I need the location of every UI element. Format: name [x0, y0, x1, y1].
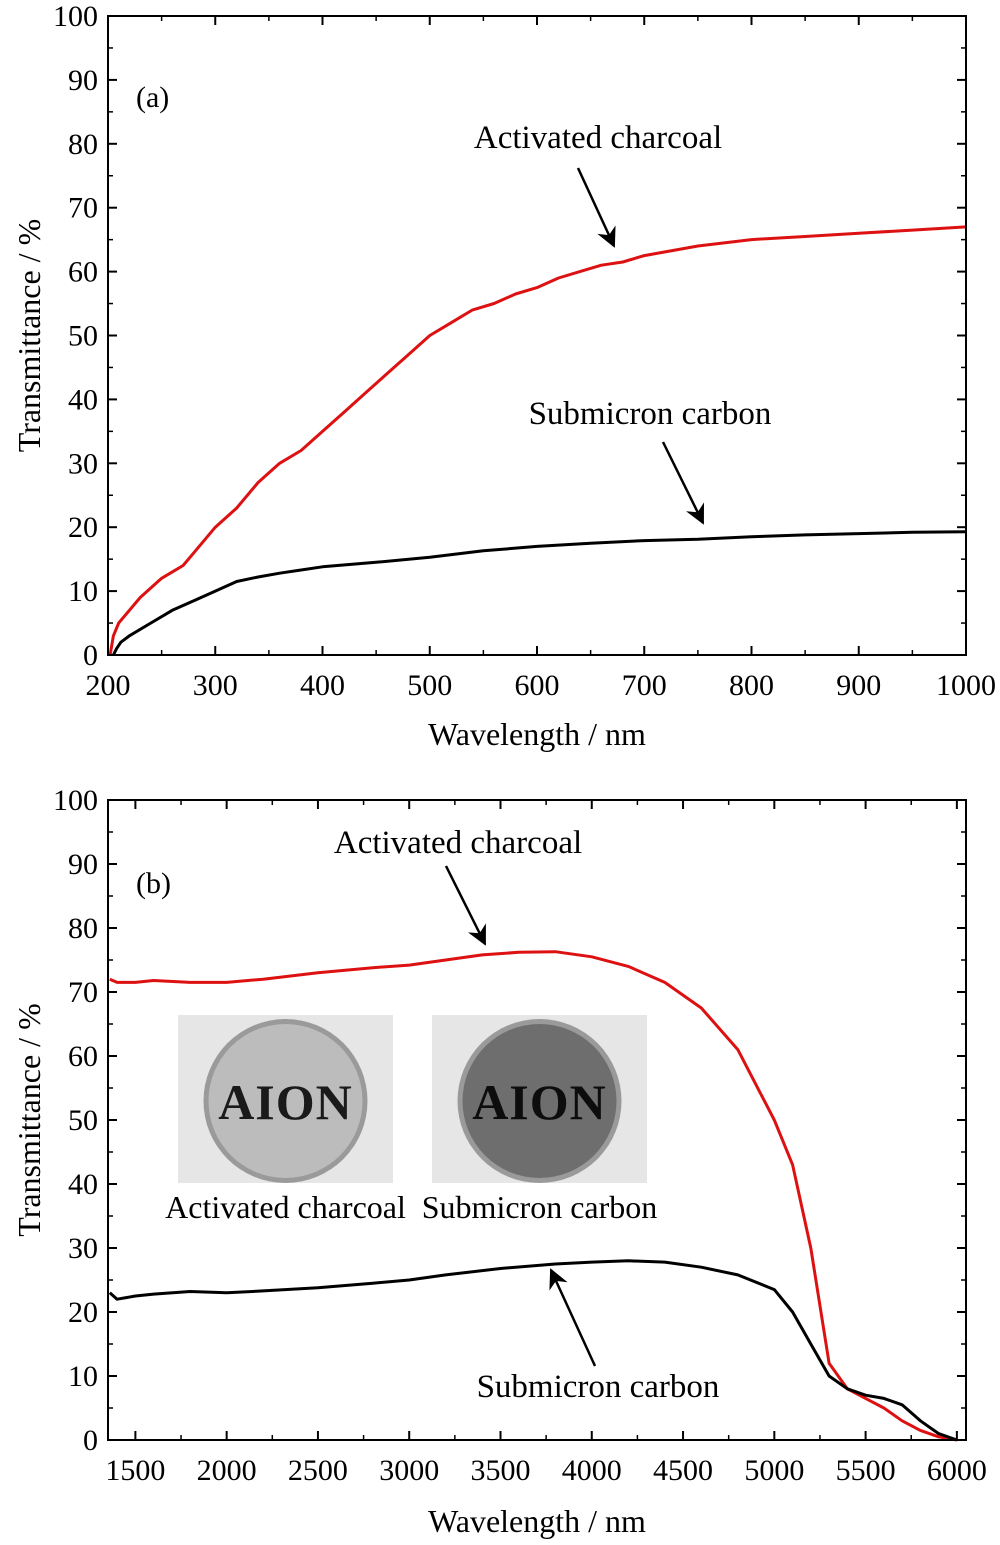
y-tick-label: 10: [68, 575, 98, 608]
inset-caption: Activated charcoal: [165, 1189, 406, 1225]
y-tick-label: 0: [83, 1424, 98, 1457]
y-tick-label: 80: [68, 128, 98, 161]
x-tick-label: 3000: [379, 1454, 439, 1487]
y-tick-label: 70: [68, 976, 98, 1009]
x-tick-label: 800: [729, 669, 774, 702]
x-tick-label: 500: [407, 669, 452, 702]
series-line-activated-charcoal: [109, 950, 958, 1442]
x-tick-label: 2500: [288, 1454, 348, 1487]
annotation-label: Submicron carbon: [477, 1369, 720, 1405]
x-tick-label: 400: [300, 669, 345, 702]
annotation-label: Submicron carbon: [529, 396, 772, 432]
y-tick-label: 70: [68, 192, 98, 225]
x-tick-label: 1500: [105, 1454, 165, 1487]
y-tick-label: 30: [68, 447, 98, 480]
y-axis-title: Transmittance / %: [11, 1003, 47, 1236]
y-axis-title: Transmittance / %: [11, 219, 47, 452]
x-tick-label: 6000: [927, 1454, 987, 1487]
y-tick-label: 0: [83, 639, 98, 672]
y-tick-label: 50: [68, 320, 98, 353]
y-tick-label: 40: [68, 1168, 98, 1201]
annotation-arrow: [576, 167, 616, 248]
y-tick-label: 80: [68, 912, 98, 945]
x-tick-label: 4000: [562, 1454, 622, 1487]
y-tick-label: 60: [68, 1040, 98, 1073]
y-tick-label: 90: [68, 64, 98, 97]
y-tick-label: 60: [68, 256, 98, 289]
inset-caption: Submicron carbon: [422, 1189, 658, 1225]
series-line-submicron-carbon: [108, 1259, 958, 1442]
plot-frame: [107, 15, 967, 656]
x-tick-label: 5500: [836, 1454, 896, 1487]
annotation-arrow: [661, 441, 705, 525]
x-tick-label: 900: [836, 669, 881, 702]
x-tick-label: 3500: [470, 1454, 530, 1487]
inset-disc: [462, 1024, 617, 1178]
panel-a: 0 10 20 30 40 50 60 70 80 90 100 200 300 400 500 600 700…: [11, 0, 996, 752]
annotation-label: Activated charcoal: [474, 120, 722, 156]
y-tick-label: 30: [68, 1232, 98, 1265]
inset-photo-text: AION: [218, 1074, 353, 1130]
y-tick-label: 20: [68, 511, 98, 544]
x-tick-label: 300: [193, 669, 238, 702]
y-tick-label: 50: [68, 1104, 98, 1137]
y-tick-label: 100: [53, 784, 98, 817]
inset-photo: AION Submicron carbon: [422, 1015, 658, 1225]
x-axis-title: Wavelength / nm: [428, 716, 646, 752]
panel-label: (a): [136, 81, 169, 114]
series-line-activated-charcoal: [108, 225, 967, 656]
x-tick-label: 5000: [744, 1454, 804, 1487]
x-tick-label: 200: [86, 669, 131, 702]
panel-label: (b): [136, 867, 171, 900]
y-tick-label: 20: [68, 1296, 98, 1329]
panel-b: AION Activated charcoal AION Submicron carb…: [11, 784, 987, 1539]
y-tick-label: 90: [68, 848, 98, 881]
series-line-submicron-carbon: [112, 530, 967, 656]
y-tick-label: 40: [68, 383, 98, 416]
annotation-label: Activated charcoal: [334, 825, 582, 861]
x-tick-label: 4500: [653, 1454, 713, 1487]
annotation-arrow: [549, 1268, 597, 1367]
x-axis-title: Wavelength / nm: [428, 1503, 646, 1539]
x-tick-label: 600: [515, 669, 560, 702]
annotation-arrow: [444, 865, 487, 946]
y-tick-label: 10: [68, 1360, 98, 1393]
inset-photo-text: AION: [472, 1074, 607, 1130]
x-tick-label: 2000: [197, 1454, 257, 1487]
y-tick-label: 100: [53, 0, 98, 33]
x-tick-label: 700: [622, 669, 667, 702]
inset-photo: AION Activated charcoal: [165, 1015, 406, 1225]
x-tick-label: 1000: [936, 669, 996, 702]
inset-disc: [208, 1024, 363, 1178]
